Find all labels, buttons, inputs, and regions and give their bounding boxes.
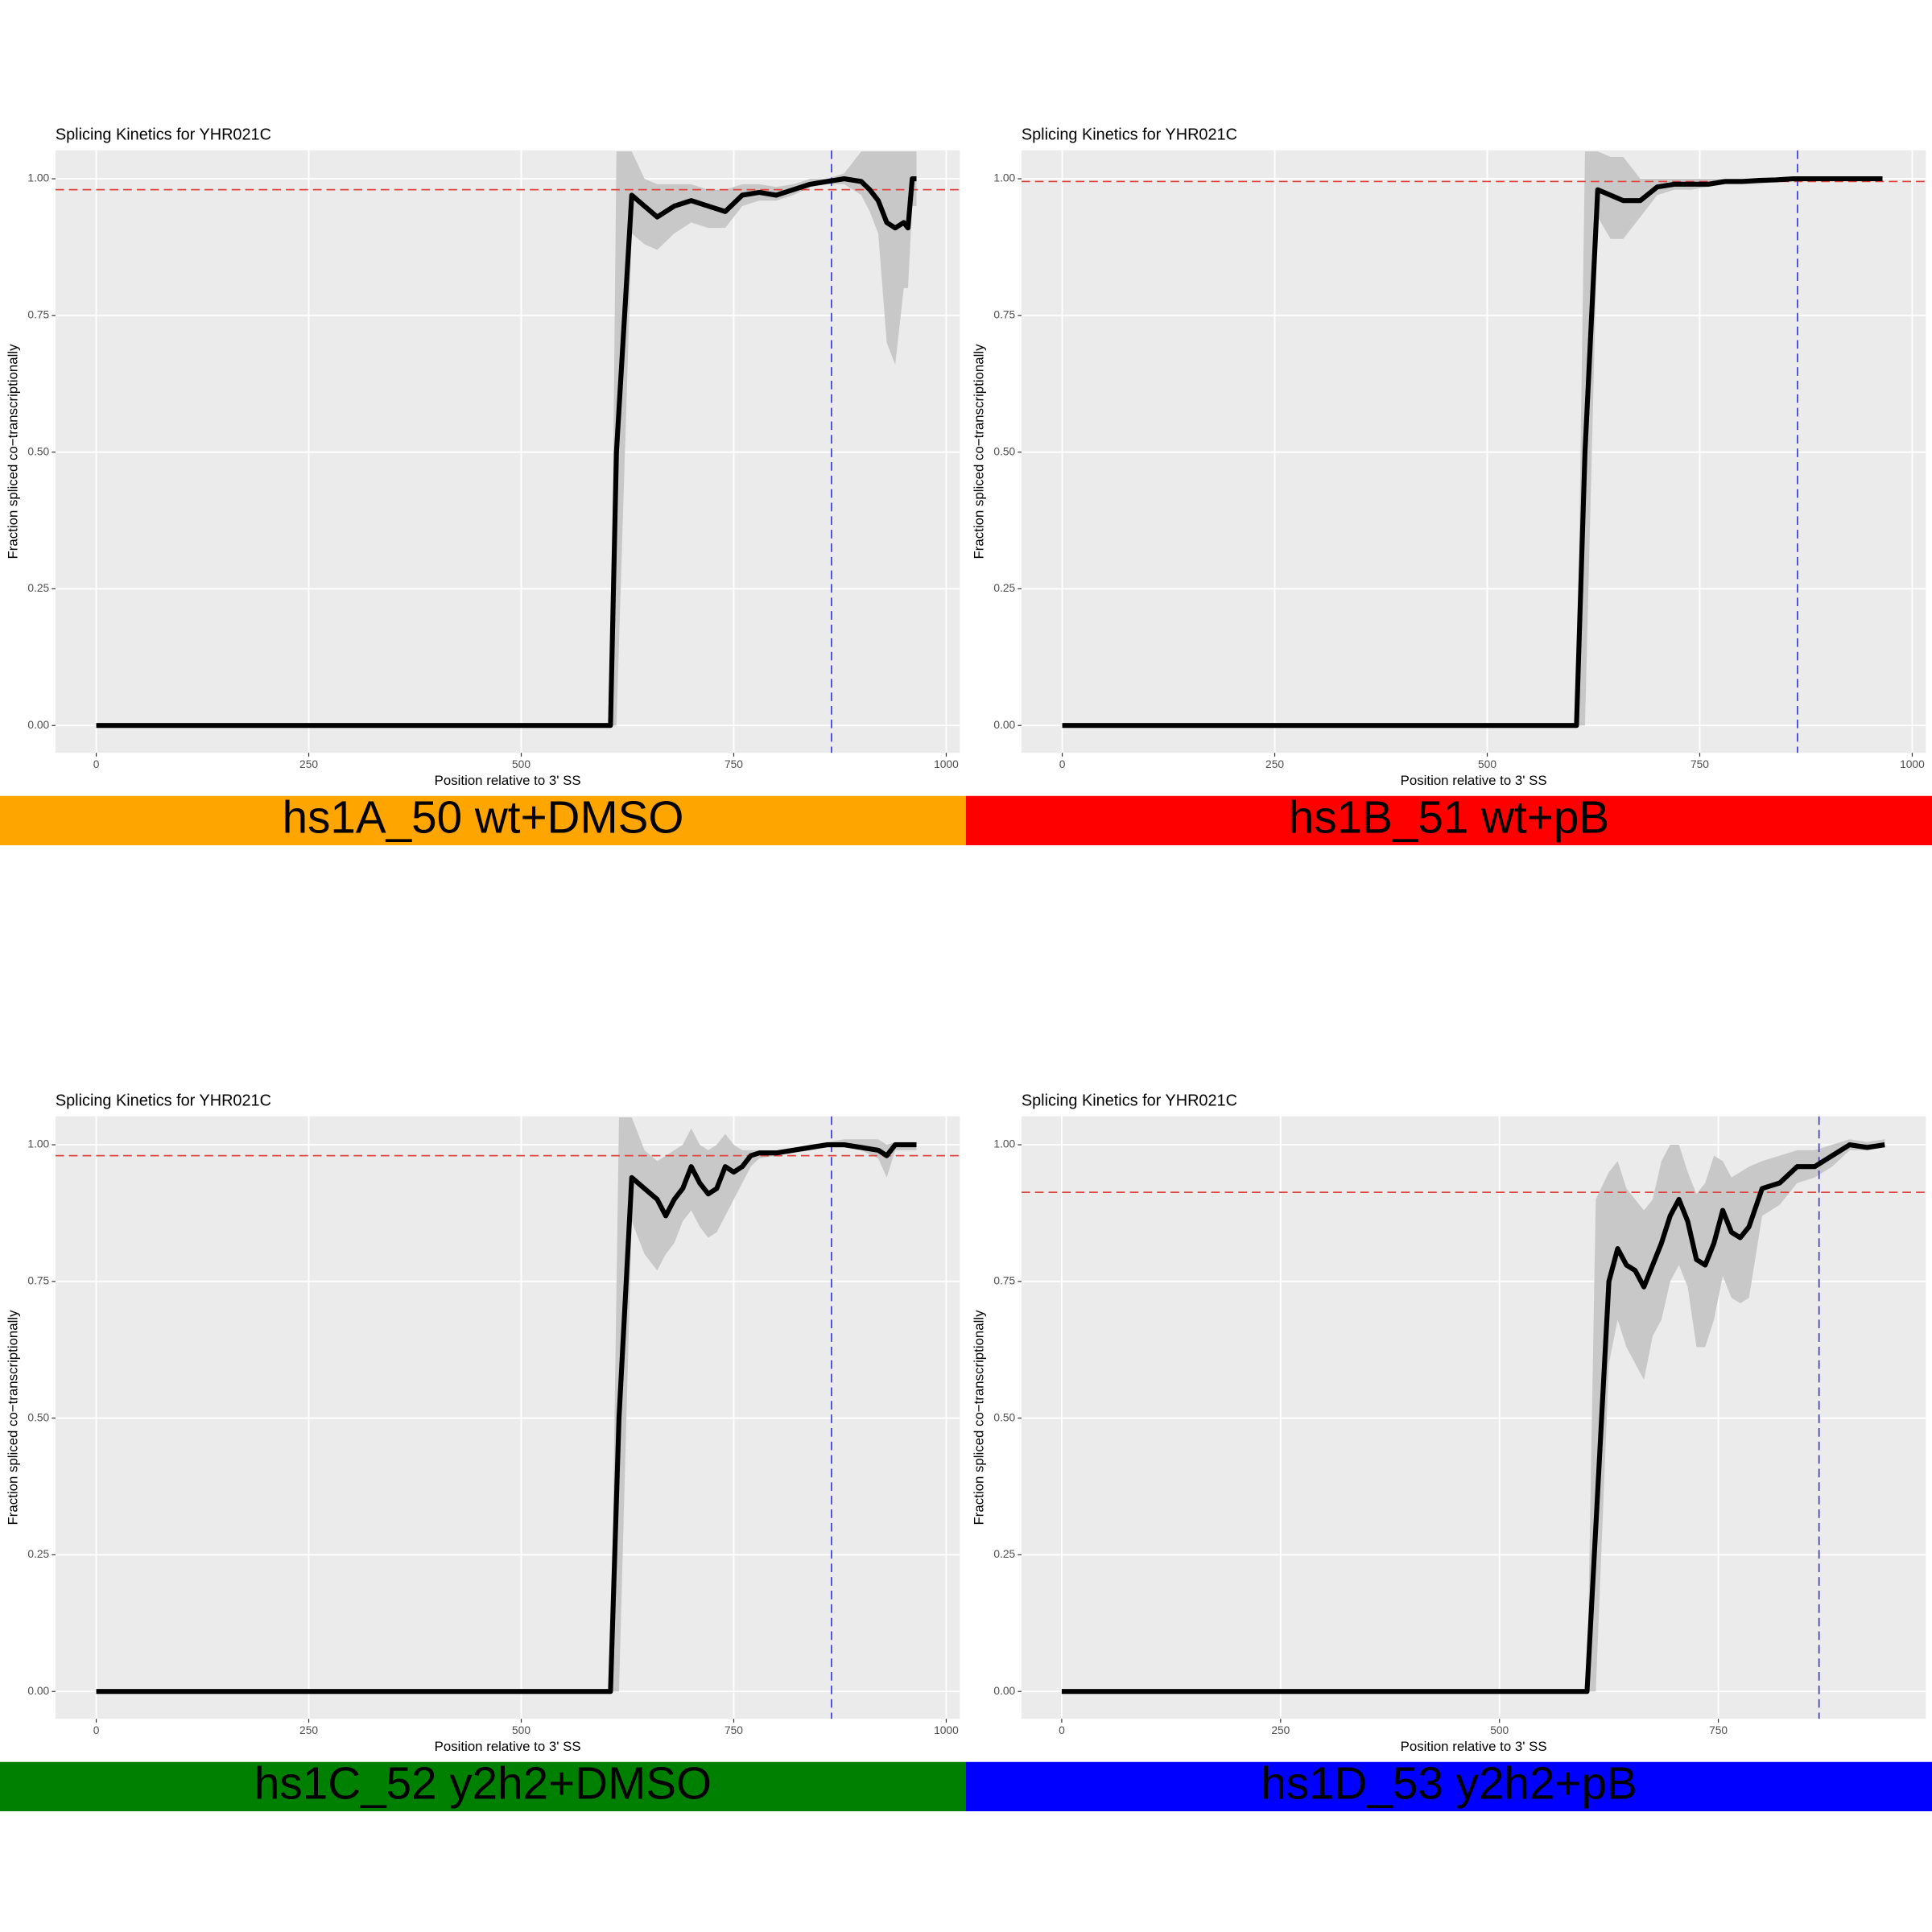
- y-tick-label: 0.75: [993, 1274, 1015, 1286]
- x-tick-label: 750: [724, 1724, 743, 1736]
- y-tick-label: 0.50: [993, 1411, 1015, 1423]
- x-axis-label: Position relative to 3' SS: [435, 773, 581, 788]
- x-tick-label: 0: [93, 1724, 100, 1736]
- y-tick-label: 1.00: [27, 1138, 49, 1150]
- y-axis-label: Fraction spliced co−transcriptionally: [5, 344, 20, 559]
- panel: 0.00 0.25 0.50 0.75 1.00 0 250 500 750 1000 Splici…: [0, 1092, 966, 1811]
- plot-layer: [55, 150, 960, 753]
- y-tick-label: 0.25: [27, 1548, 49, 1560]
- x-axis-label: Position relative to 3' SS: [1401, 1739, 1547, 1754]
- data-line: [1062, 175, 1883, 729]
- x-axis-label: Position relative to 3' SS: [435, 1739, 581, 1754]
- y-tick-label: 0.50: [27, 1411, 49, 1423]
- caption: hs1D_53 y2h2+pB: [1261, 1758, 1637, 1809]
- y-axis-label: Fraction spliced co−transcriptionally: [5, 1310, 20, 1525]
- y-tick-label: 1.00: [993, 1138, 1015, 1150]
- x-tick-label: 1000: [934, 1724, 959, 1736]
- x-tick-label: 750: [724, 758, 743, 770]
- x-tick-label: 250: [1265, 758, 1284, 770]
- y-tick-label: 0.00: [993, 1685, 1015, 1697]
- panel: 0.00 0.25 0.50 0.75 1.00 0 250 500 750 1000 Splici…: [0, 126, 966, 845]
- data-line: [96, 1141, 917, 1695]
- y-tick-label: 0.25: [27, 582, 49, 594]
- x-tick-label: 750: [1690, 758, 1709, 770]
- x-tick-label: 500: [1490, 1724, 1509, 1736]
- y-tick-label: 0.00: [993, 719, 1015, 731]
- y-tick-label: 1.00: [993, 172, 1015, 184]
- caption-band: [966, 795, 1932, 845]
- x-tick-label: 1000: [934, 758, 959, 770]
- plot-layer: [1021, 1116, 1926, 1719]
- data-line: [96, 175, 917, 729]
- x-tick-label: 500: [512, 758, 530, 770]
- y-axis-label: Fraction spliced co−transcriptionally: [971, 1310, 986, 1525]
- y-tick-label: 0.75: [993, 308, 1015, 320]
- plot-layer: [55, 1116, 960, 1719]
- caption-band: [966, 1761, 1932, 1811]
- y-tick-label: 0.75: [27, 1274, 49, 1286]
- y-tick-label: 0.25: [993, 582, 1015, 594]
- caption: hs1C_52 y2h2+DMSO: [254, 1758, 712, 1809]
- data-line: [1061, 1141, 1885, 1695]
- y-tick-label: 0.00: [27, 1685, 49, 1697]
- x-tick-label: 250: [1271, 1724, 1290, 1736]
- x-tick-label: 0: [93, 758, 100, 770]
- caption: hs1A_50 wt+DMSO: [283, 792, 684, 843]
- chart-title: Splicing Kinetics for YHR021C: [1022, 126, 1237, 144]
- x-tick-label: 250: [299, 758, 318, 770]
- x-tick-label: 750: [1709, 1724, 1728, 1736]
- panel: 0.00 0.25 0.50 0.75 1.00 0 250 500 750 1000 Splici…: [966, 126, 1932, 845]
- y-tick-label: 0.75: [27, 308, 49, 320]
- y-tick-label: 0.25: [993, 1548, 1015, 1560]
- panel: 0.00 0.25 0.50 0.75 1.00 0 250 500 750 Splicing K…: [966, 1092, 1932, 1811]
- x-axis-label: Position relative to 3' SS: [1401, 773, 1547, 788]
- y-axis-label: Fraction spliced co−transcriptionally: [971, 344, 986, 559]
- x-tick-label: 0: [1059, 1724, 1065, 1736]
- caption: hs1B_51 wt+pB: [1289, 792, 1609, 843]
- x-tick-label: 250: [299, 1724, 318, 1736]
- x-tick-label: 1000: [1900, 758, 1925, 770]
- y-tick-label: 0.00: [27, 719, 49, 731]
- y-tick-label: 0.50: [993, 445, 1015, 457]
- chart-title: Splicing Kinetics for YHR021C: [1022, 1092, 1237, 1110]
- caption-band: [0, 1761, 966, 1811]
- caption-band: [0, 795, 966, 845]
- plot-layer: [1021, 150, 1926, 753]
- x-tick-label: 500: [1478, 758, 1496, 770]
- y-tick-label: 0.50: [27, 445, 49, 457]
- x-tick-label: 500: [512, 1724, 530, 1736]
- chart-title: Splicing Kinetics for YHR021C: [56, 1092, 271, 1110]
- y-tick-label: 1.00: [27, 172, 49, 184]
- chart-title: Splicing Kinetics for YHR021C: [56, 126, 271, 144]
- x-tick-label: 0: [1059, 758, 1066, 770]
